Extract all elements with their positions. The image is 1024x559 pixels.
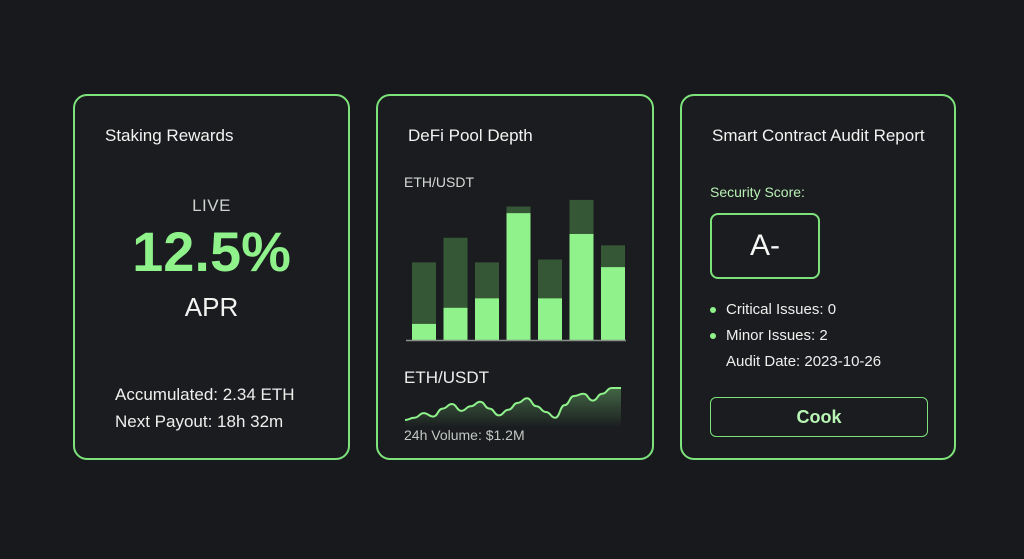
apr-value: 12.5% bbox=[132, 220, 291, 283]
audit-title: Smart Contract Audit Report bbox=[712, 126, 925, 145]
sparkline-line bbox=[404, 387, 621, 421]
pool-title: DeFi Pool Depth bbox=[408, 126, 533, 145]
pair-label-secondary: ETH/USDT bbox=[404, 368, 489, 387]
critical-issues: Critical Issues: 0 bbox=[710, 301, 836, 318]
minor-issues-text: Minor Issues: 2 bbox=[726, 327, 828, 344]
accumulated-rewards: Accumulated: 2.34 ETH bbox=[115, 385, 295, 404]
apr-label: APR bbox=[184, 292, 239, 322]
pair-label: ETH/USDT bbox=[404, 174, 474, 190]
depth-bar bbox=[412, 323, 436, 340]
security-score-label: Security Score: bbox=[710, 184, 805, 200]
depth-bar-chart bbox=[406, 199, 626, 342]
sparkline-area bbox=[405, 388, 621, 428]
bullet-dot-icon bbox=[710, 306, 716, 313]
security-grade: A- bbox=[710, 213, 820, 279]
critical-issues-text: Critical Issues: 0 bbox=[726, 301, 837, 318]
bullet-dot-icon bbox=[710, 332, 716, 339]
staking-rewards-card: Staking Rewards LIVE 12.5% APR Accumulat… bbox=[73, 94, 350, 460]
depth-bar bbox=[601, 267, 625, 340]
minor-issues: Minor Issues: 2 bbox=[710, 327, 828, 344]
depth-bar bbox=[506, 213, 531, 340]
audit-date: Audit Date: 2023-10-26 bbox=[726, 353, 882, 370]
depth-bar bbox=[443, 307, 468, 340]
live-status: LIVE bbox=[192, 196, 231, 215]
depth-bar bbox=[538, 298, 562, 340]
price-sparkline bbox=[404, 387, 621, 428]
depth-bar bbox=[569, 233, 594, 340]
audit-report-card: Smart Contract Audit Report Security Sco… bbox=[680, 94, 956, 460]
pool-depth-card: DeFi Pool Depth ETH/USDT ETH/USDT 24h Vo… bbox=[376, 94, 654, 460]
depth-bar bbox=[475, 298, 499, 340]
cook-button[interactable]: Cook bbox=[710, 397, 928, 437]
staking-title: Staking Rewards bbox=[105, 126, 234, 145]
next-payout: Next Payout: 18h 32m bbox=[115, 412, 284, 431]
volume-24h: 24h Volume: $1.2M bbox=[404, 427, 525, 443]
